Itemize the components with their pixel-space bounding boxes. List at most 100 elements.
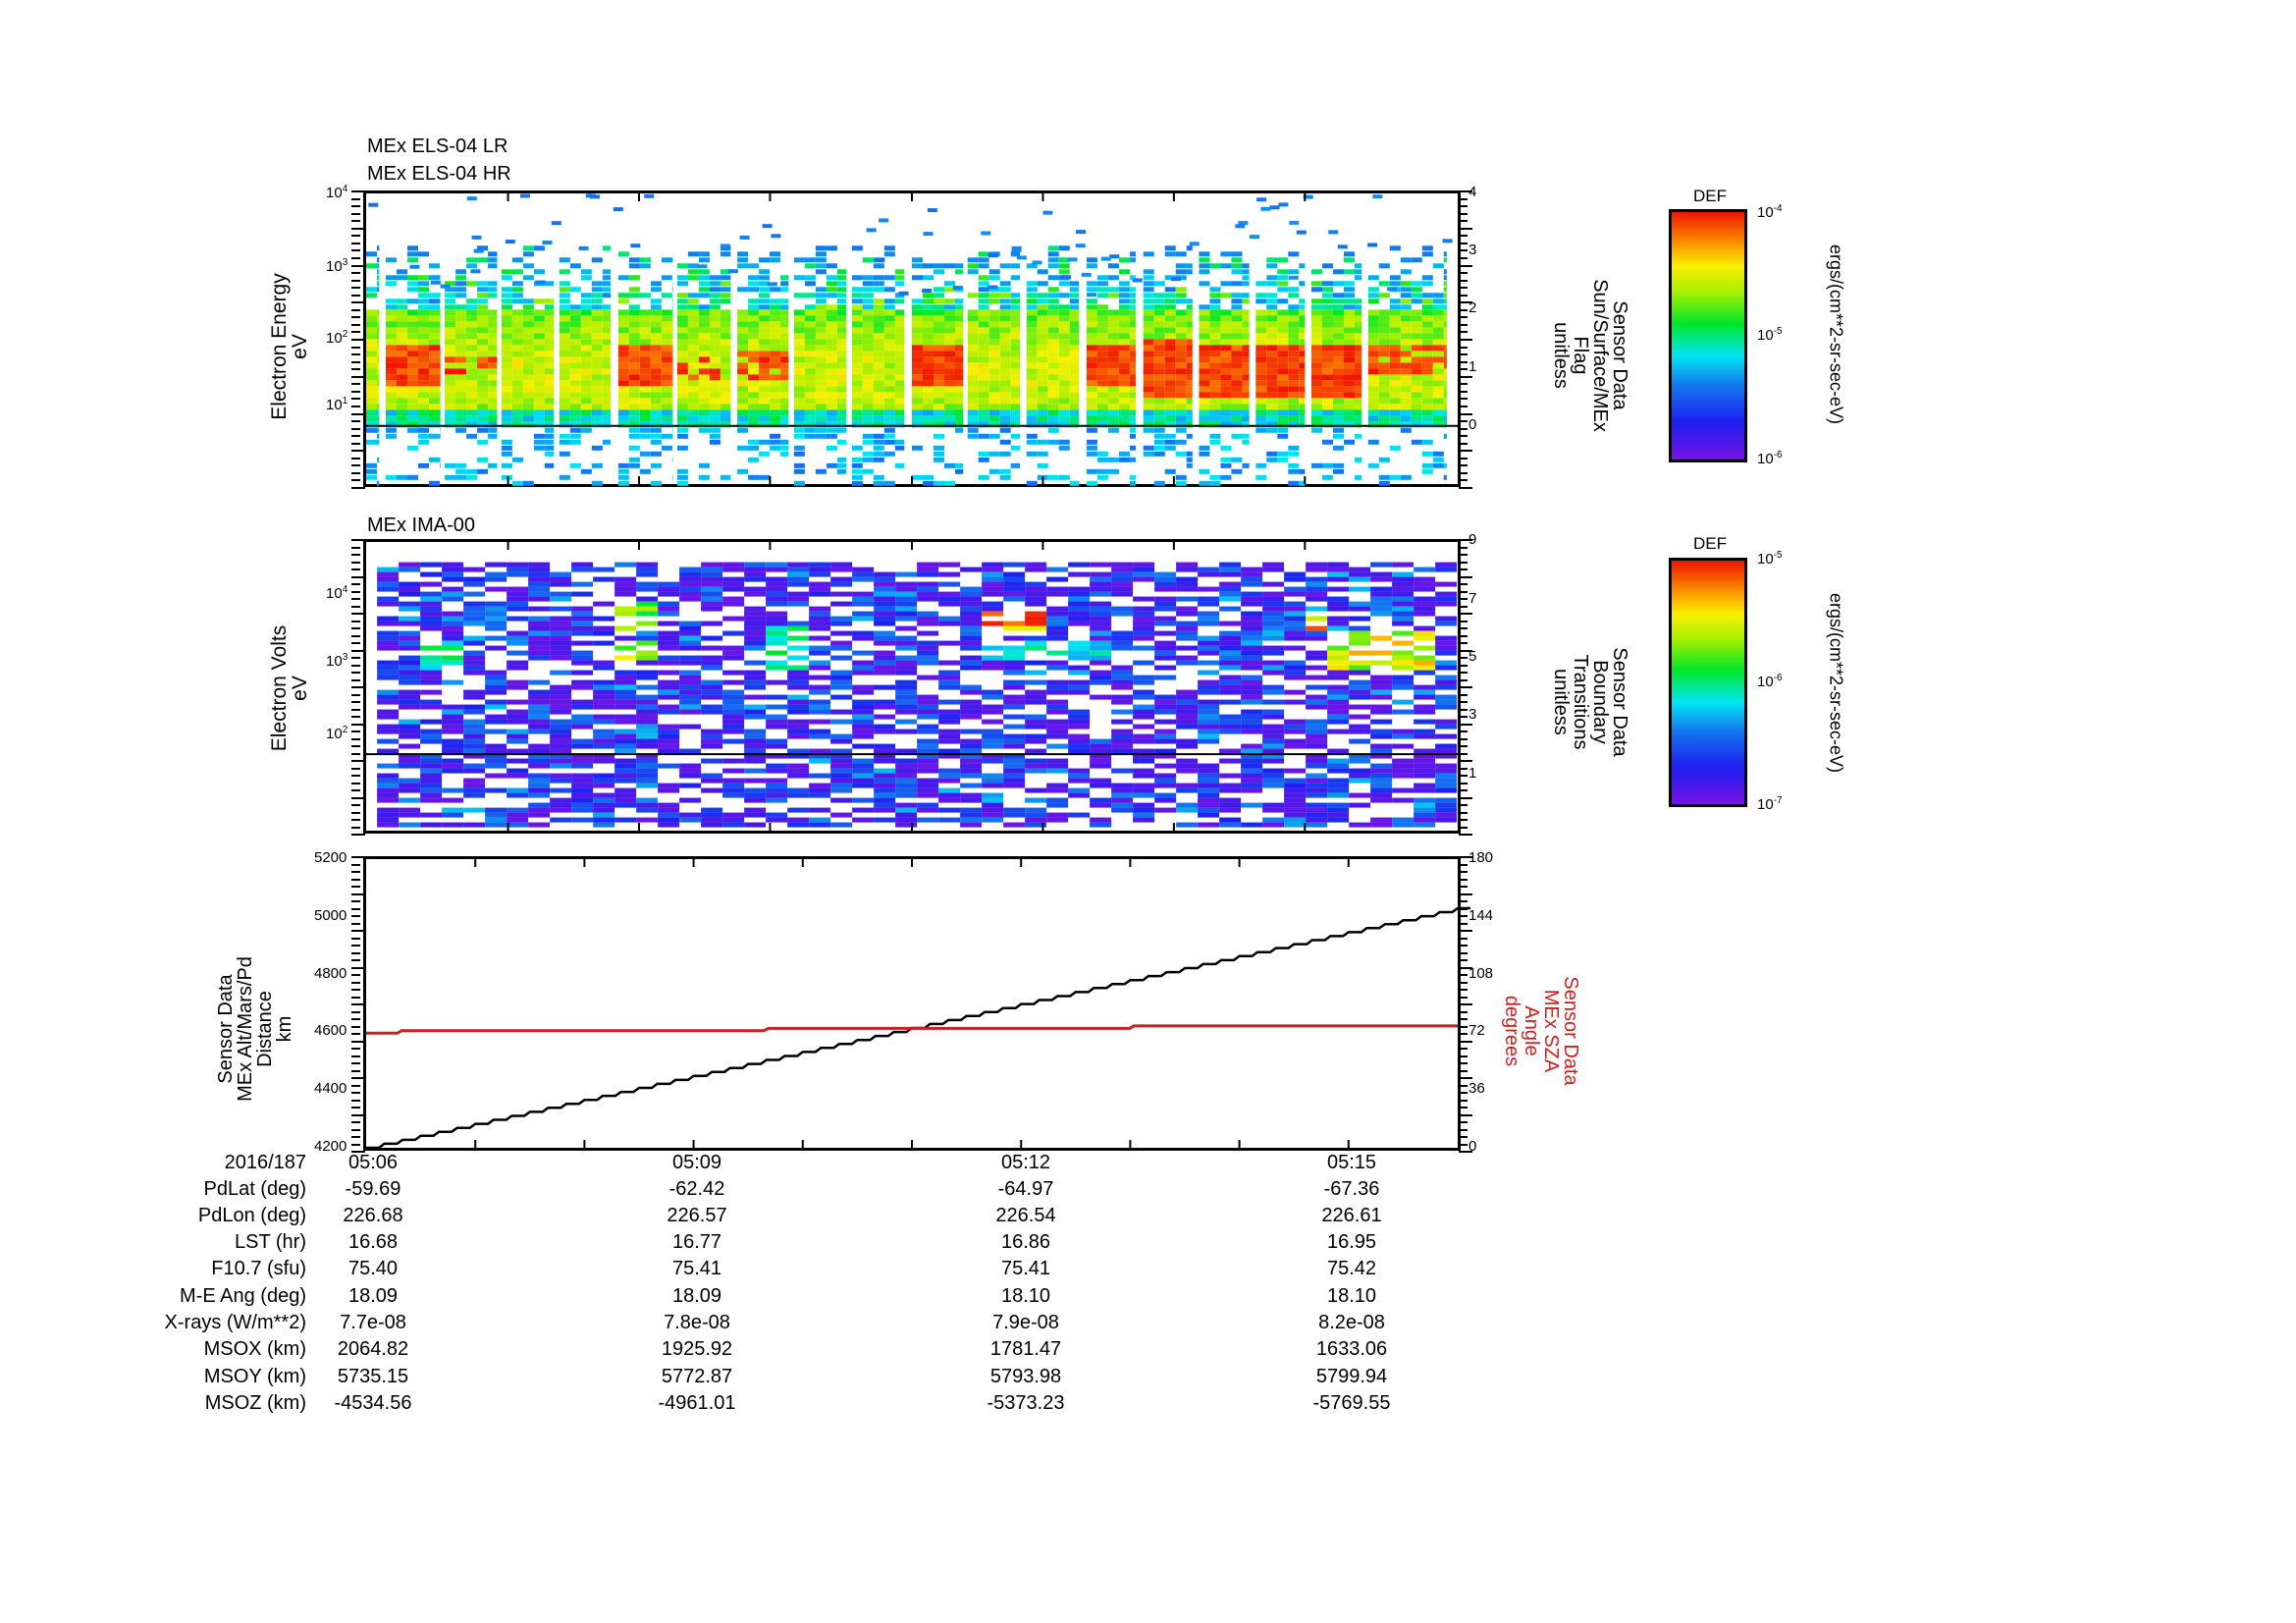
axis-tick bbox=[351, 546, 360, 549]
axis-tick bbox=[1459, 242, 1468, 244]
axis-tick bbox=[1459, 1121, 1468, 1123]
y-tick-label: 101 bbox=[326, 396, 348, 414]
y-tick-label: 5200 bbox=[314, 849, 347, 866]
axis-tick bbox=[351, 1128, 360, 1131]
axis-tick bbox=[1459, 235, 1468, 238]
axis-tick bbox=[351, 989, 360, 991]
y2-tick-label: 3 bbox=[1468, 706, 1477, 724]
axis-tick bbox=[351, 1062, 360, 1064]
axis-tick bbox=[351, 346, 360, 349]
axis-tick bbox=[351, 375, 365, 378]
axis-tick bbox=[351, 886, 360, 888]
panel3-y2-axis-label: Sensor Data MEx SZA Angle degrees bbox=[1501, 976, 1581, 1086]
axis-tick bbox=[1459, 716, 1468, 718]
axis-tick bbox=[1459, 826, 1468, 829]
ephemeris-cell: 75.41 bbox=[1000, 1258, 1051, 1279]
axis-tick bbox=[1459, 554, 1468, 556]
axis-tick bbox=[351, 390, 360, 393]
panel2-y2-axis-label: Sensor Data Boundary Transitions unitless bbox=[1550, 647, 1630, 757]
axis-tick bbox=[351, 1084, 360, 1087]
axis-tick bbox=[1459, 256, 1468, 259]
axis-tick bbox=[1459, 1048, 1468, 1050]
ephemeris-cell: 2064.82 bbox=[337, 1338, 409, 1360]
axis-tick bbox=[351, 723, 365, 726]
panel1-title-lr: MEx ELS-04 LR bbox=[367, 135, 508, 157]
axis-tick bbox=[1459, 353, 1468, 356]
axis-tick bbox=[1459, 479, 1468, 482]
axis-tick bbox=[351, 708, 360, 711]
axis-tick bbox=[351, 657, 360, 659]
axis-tick bbox=[351, 316, 360, 319]
axis-tick bbox=[351, 435, 360, 438]
axis-tick bbox=[1459, 678, 1468, 681]
axis-tick bbox=[1459, 930, 1472, 932]
axis-tick bbox=[1459, 390, 1468, 393]
axis-tick bbox=[1459, 937, 1468, 940]
axis-tick bbox=[351, 235, 360, 238]
axis-tick bbox=[351, 242, 360, 244]
axis-tick bbox=[351, 701, 360, 703]
axis-tick bbox=[351, 1099, 360, 1102]
colorbar1-top-tick: 10-4 bbox=[1757, 203, 1783, 221]
axis-tick bbox=[351, 457, 360, 460]
axis-tick bbox=[351, 308, 360, 311]
axis-tick bbox=[351, 331, 360, 334]
axis-tick bbox=[1459, 301, 1472, 304]
axis-tick bbox=[351, 256, 360, 259]
ephemeris-cell: -4961.01 bbox=[658, 1392, 736, 1414]
axis-tick bbox=[351, 878, 360, 881]
els-spectrogram-panel[interactable] bbox=[363, 190, 1461, 487]
axis-tick bbox=[1459, 212, 1468, 215]
axis-tick bbox=[351, 464, 360, 467]
axis-tick bbox=[351, 294, 360, 297]
axis-tick bbox=[351, 678, 360, 681]
axis-tick bbox=[1459, 323, 1468, 326]
ephemeris-cell: 226.61 bbox=[1321, 1205, 1382, 1226]
axis-tick bbox=[351, 834, 365, 836]
axis-tick bbox=[351, 863, 360, 866]
axis-tick bbox=[1459, 1128, 1468, 1131]
colorbar1 bbox=[1669, 209, 1747, 462]
ephemeris-row-label: MSOY (km) bbox=[203, 1366, 306, 1387]
axis-tick bbox=[1459, 649, 1472, 652]
axis-tick bbox=[1459, 1069, 1468, 1072]
axis-tick bbox=[1459, 856, 1472, 858]
ephemeris-cell: 5793.98 bbox=[989, 1366, 1062, 1387]
ephemeris-row-label: F10.7 (sfu) bbox=[211, 1258, 306, 1279]
axis-tick bbox=[351, 1025, 360, 1028]
axis-tick bbox=[1459, 1136, 1468, 1138]
axis-tick bbox=[1459, 686, 1472, 688]
axis-tick bbox=[1459, 546, 1468, 549]
axis-tick bbox=[351, 568, 360, 570]
axis-tick bbox=[1459, 1107, 1468, 1109]
axis-tick bbox=[351, 561, 360, 564]
axis-tick bbox=[1459, 974, 1468, 976]
axis-tick bbox=[1459, 598, 1468, 600]
axis-tick bbox=[1459, 383, 1468, 386]
axis-tick bbox=[351, 1077, 365, 1079]
axis-tick bbox=[1459, 989, 1468, 991]
y2-tick-label: 4 bbox=[1468, 184, 1477, 200]
axis-tick bbox=[1459, 1092, 1468, 1094]
axis-tick bbox=[1459, 1003, 1472, 1005]
axis-tick bbox=[351, 804, 360, 806]
axis-tick bbox=[351, 767, 360, 770]
ima-spectrogram-panel[interactable] bbox=[363, 539, 1461, 834]
axis-tick bbox=[351, 981, 360, 984]
axis-tick bbox=[351, 323, 360, 326]
axis-tick bbox=[1459, 575, 1472, 578]
axis-tick bbox=[1459, 197, 1468, 200]
axis-tick bbox=[351, 974, 360, 976]
altitude-sza-line-panel[interactable] bbox=[363, 856, 1470, 1151]
ephemeris-cell: 75.40 bbox=[347, 1258, 399, 1279]
axis-tick bbox=[1459, 249, 1468, 252]
axis-tick bbox=[351, 1143, 360, 1146]
panel1-y2-axis-label: Sensor Data Sun/Surface/MEx Flag unitless bbox=[1550, 279, 1630, 432]
axis-tick bbox=[1459, 287, 1468, 290]
axis-tick bbox=[1459, 405, 1468, 407]
axis-tick bbox=[1459, 339, 1472, 341]
axis-tick bbox=[1459, 966, 1472, 969]
axis-tick bbox=[351, 1136, 360, 1138]
axis-tick bbox=[351, 737, 360, 740]
ephemeris-cell: 75.41 bbox=[671, 1258, 722, 1279]
